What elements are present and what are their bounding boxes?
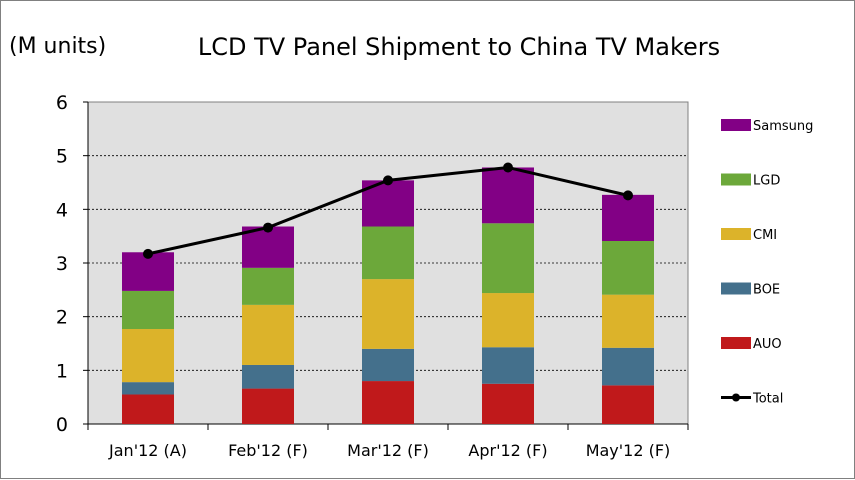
legend-swatch-lgd [721,173,751,186]
bar-samsung [482,167,534,224]
total-point [383,175,393,186]
bar-boe [482,347,534,384]
legend: Samsung LGD CMI BOE AUO Total [721,119,813,407]
legend-swatch-cmi [721,228,751,240]
bar-auo [362,381,414,424]
bar-auo [482,383,534,424]
legend-label-total: Total [752,392,783,407]
x-tick-label: May'12 (F) [586,441,671,460]
bar-boe [242,364,294,389]
bar-cmi [242,304,294,365]
y-tick-label: 5 [56,146,68,168]
bar-auo [122,394,174,424]
legend-label-lgd: LGD [753,174,780,189]
total-point [143,248,153,259]
y-tick-label: 1 [56,360,68,382]
bar-samsung [242,226,294,268]
y-tick-label: 3 [56,253,68,275]
x-tick-label: Mar'12 (F) [347,441,429,460]
bar-lgd [602,240,654,295]
x-tick-label: Apr'12 (F) [468,441,547,460]
legend-label-auo: AUO [753,337,782,352]
legend-label-cmi: CMI [753,228,777,243]
legend-swatch-total-marker [732,393,740,402]
legend-swatch-auo [721,337,751,349]
bar-samsung [602,194,654,241]
y-tick-label: 2 [56,307,68,329]
x-tick-label: Feb'12 (F) [228,441,308,460]
bar-cmi [122,329,174,383]
total-point [503,162,513,173]
legend-swatch-boe [721,282,751,295]
bar-cmi [362,279,414,349]
bar-boe [362,348,414,382]
unit-label: (M units) [9,34,106,59]
y-tick-label: 0 [56,414,68,436]
bar-lgd [122,290,174,330]
bar-boe [122,382,174,395]
bar-lgd [362,226,414,280]
total-point [263,222,273,233]
bar-lgd [242,267,294,305]
bar-auo [602,385,654,424]
y-tick-label: 4 [56,199,68,221]
bar-lgd [482,223,534,294]
bar-cmi [602,294,654,348]
bar-boe [602,347,654,386]
legend-label-samsung: Samsung [753,119,813,134]
bar-cmi [482,293,534,348]
bar-auo [242,388,294,424]
legend-label-boe: BOE [753,283,780,298]
y-tick-label: 6 [56,92,68,114]
x-tick-label: Jan'12 (A) [108,441,187,460]
legend-swatch-samsung [721,119,751,131]
chart-title: LCD TV Panel Shipment to China TV Makers [198,33,720,61]
total-point [623,190,633,201]
plot-area: 0 1 2 3 4 5 6 Jan'12 (A) Feb'12 (F) Mar'12 (F) Apr… [56,92,689,460]
